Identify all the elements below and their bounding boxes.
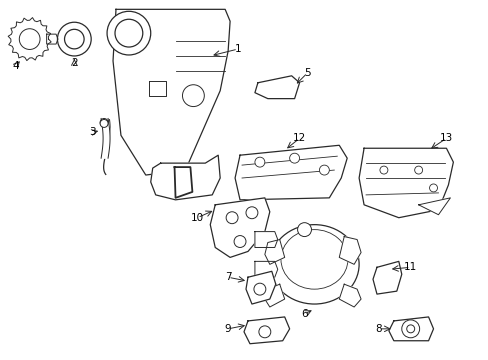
Polygon shape	[8, 18, 51, 60]
Text: 9: 9	[224, 324, 231, 334]
Polygon shape	[339, 237, 360, 264]
Polygon shape	[358, 148, 452, 218]
Text: 7: 7	[224, 272, 231, 282]
Text: 6: 6	[301, 309, 307, 319]
Circle shape	[428, 184, 437, 192]
Circle shape	[406, 325, 414, 333]
Text: 4: 4	[12, 61, 19, 71]
Polygon shape	[339, 284, 360, 307]
Polygon shape	[254, 231, 277, 247]
Polygon shape	[372, 261, 401, 294]
Polygon shape	[150, 155, 220, 200]
Circle shape	[19, 29, 40, 49]
Polygon shape	[388, 317, 433, 341]
Polygon shape	[210, 198, 269, 257]
Circle shape	[254, 157, 264, 167]
Text: 11: 11	[403, 262, 416, 272]
Circle shape	[297, 223, 311, 237]
Ellipse shape	[269, 225, 358, 304]
Polygon shape	[264, 239, 284, 264]
Polygon shape	[46, 34, 58, 44]
Circle shape	[107, 11, 150, 55]
Text: 10: 10	[190, 213, 203, 223]
Circle shape	[100, 118, 108, 126]
Circle shape	[57, 22, 91, 56]
Text: 1: 1	[234, 44, 241, 54]
Circle shape	[319, 165, 328, 175]
Circle shape	[182, 85, 204, 107]
Circle shape	[289, 153, 299, 163]
Circle shape	[100, 120, 108, 127]
Polygon shape	[148, 81, 165, 96]
Polygon shape	[245, 271, 275, 304]
Circle shape	[401, 320, 419, 338]
Text: 2: 2	[71, 58, 78, 68]
Text: 3: 3	[89, 127, 95, 138]
Circle shape	[253, 283, 265, 295]
Circle shape	[414, 166, 422, 174]
Polygon shape	[113, 9, 230, 175]
Polygon shape	[174, 167, 192, 198]
Circle shape	[379, 166, 387, 174]
Polygon shape	[264, 284, 284, 307]
Circle shape	[115, 19, 142, 47]
Polygon shape	[418, 198, 449, 215]
Polygon shape	[235, 145, 346, 200]
Text: 12: 12	[292, 133, 305, 143]
Text: 13: 13	[439, 133, 452, 143]
Circle shape	[225, 212, 238, 224]
Circle shape	[245, 207, 257, 219]
Polygon shape	[254, 261, 277, 277]
Polygon shape	[101, 118, 110, 158]
Polygon shape	[254, 76, 299, 99]
Circle shape	[258, 326, 270, 338]
Circle shape	[234, 235, 245, 247]
Text: 8: 8	[375, 324, 382, 334]
Circle shape	[64, 29, 84, 49]
Text: 5: 5	[304, 68, 310, 78]
Polygon shape	[244, 317, 289, 344]
